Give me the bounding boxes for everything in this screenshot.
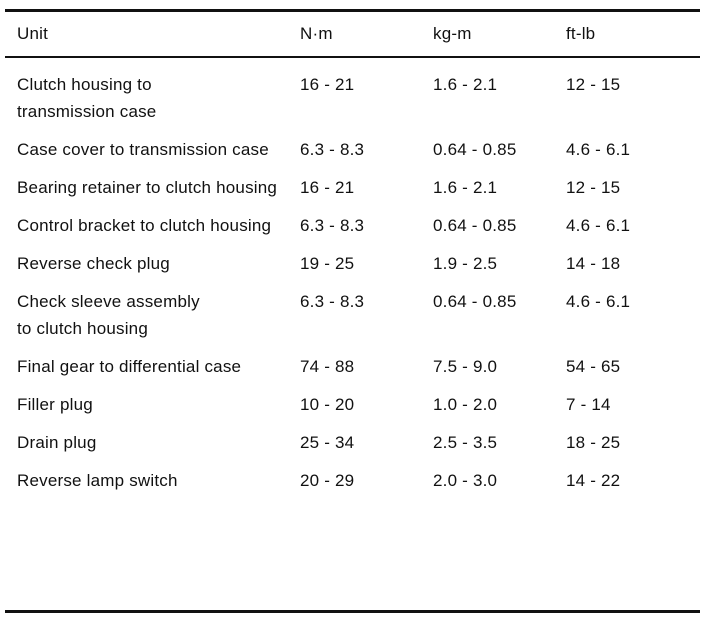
unit-label: Case cover to transmission case	[17, 140, 269, 159]
table-row: Drain plug 25 - 34 2.5 - 3.5 18 - 25	[5, 424, 700, 462]
cell-ftlb: 18 - 25	[566, 433, 621, 452]
table-row: Reverse lamp switch 20 - 29 2.0 - 3.0 14 - …	[5, 462, 700, 500]
cell-unit: Final gear to differential case	[5, 348, 300, 386]
table-row: Check sleeve assembly to clutch housing 6.…	[5, 283, 700, 348]
cell-unit: Clutch housing to transmission case	[5, 58, 300, 131]
header-kgm: kg-m	[433, 24, 472, 43]
table-row: Clutch housing to transmission case 16 - 2…	[5, 58, 700, 131]
cell-unit: Drain plug	[5, 424, 300, 462]
unit-label: Final gear to differential case	[17, 357, 242, 376]
cell-kgm: 0.64 - 0.85	[433, 140, 517, 159]
cell-unit: Control bracket to clutch housing	[5, 207, 300, 245]
cell-ftlb: 12 - 15	[566, 178, 621, 197]
table-row: Reverse check plug 19 - 25 1.9 - 2.5 14 - 1…	[5, 245, 700, 283]
unit-label: Drain plug	[17, 433, 97, 452]
table-row: Filler plug 10 - 20 1.0 - 2.0 7 - 14	[5, 386, 700, 424]
cell-ftlb: 4.6 - 6.1	[566, 216, 631, 235]
cell-ftlb: 12 - 15	[566, 75, 621, 94]
cell-unit: Reverse check plug	[5, 245, 300, 283]
cell-kgm: 1.9 - 2.5	[433, 254, 498, 273]
cell-kgm: 2.0 - 3.0	[433, 471, 498, 490]
unit-label: Check sleeve assembly to clutch housing	[17, 292, 200, 338]
header-nm: N·m	[300, 24, 333, 43]
header-ftlb: ft-lb	[566, 24, 596, 43]
header-row: Unit N·m kg-m ft-lb	[5, 12, 700, 58]
cell-unit: Filler plug	[5, 386, 300, 424]
top-rule	[5, 9, 700, 12]
table-row: Control bracket to clutch housing 6.3 - 8…	[5, 207, 700, 245]
cell-kgm: 0.64 - 0.85	[433, 216, 517, 235]
table-row: Final gear to differential case 74 - 88 7.…	[5, 348, 700, 386]
cell-kgm: 1.0 - 2.0	[433, 395, 498, 414]
torque-table: Unit N·m kg-m ft-lb Clutch housing to tra…	[5, 12, 700, 500]
cell-ftlb: 7 - 14	[566, 395, 611, 414]
cell-ftlb: 54 - 65	[566, 357, 621, 376]
cell-kgm: 2.5 - 3.5	[433, 433, 498, 452]
unit-label: Clutch housing to transmission case	[17, 75, 157, 121]
cell-nm: 25 - 34	[300, 433, 355, 452]
cell-nm: 6.3 - 8.3	[300, 140, 365, 159]
cell-kgm: 1.6 - 2.1	[433, 75, 498, 94]
cell-nm: 10 - 20	[300, 395, 355, 414]
unit-label: Reverse lamp switch	[17, 471, 178, 490]
cell-ftlb: 4.6 - 6.1	[566, 292, 631, 311]
table-row: Case cover to transmission case 6.3 - 8.3…	[5, 131, 700, 169]
cell-ftlb: 14 - 22	[566, 471, 621, 490]
cell-nm: 6.3 - 8.3	[300, 216, 365, 235]
cell-kgm: 1.6 - 2.1	[433, 178, 498, 197]
unit-label: Reverse check plug	[17, 254, 170, 273]
unit-label: Bearing retainer to clutch housing	[17, 178, 278, 197]
cell-ftlb: 14 - 18	[566, 254, 621, 273]
cell-ftlb: 4.6 - 6.1	[566, 140, 631, 159]
header-rule	[5, 56, 700, 58]
cell-nm: 16 - 21	[300, 178, 355, 197]
bottom-rule	[5, 610, 700, 613]
header-unit: Unit	[17, 24, 49, 43]
cell-unit: Check sleeve assembly to clutch housing	[5, 283, 300, 348]
cell-unit: Reverse lamp switch	[5, 462, 300, 500]
table-row: Bearing retainer to clutch housing 16 - 2…	[5, 169, 700, 207]
unit-label: Filler plug	[17, 395, 93, 414]
cell-nm: 20 - 29	[300, 471, 355, 490]
unit-label: Control bracket to clutch housing	[17, 216, 272, 235]
cell-unit: Case cover to transmission case	[5, 131, 300, 169]
cell-unit: Bearing retainer to clutch housing	[5, 169, 300, 207]
cell-kgm: 0.64 - 0.85	[433, 292, 517, 311]
cell-nm: 16 - 21	[300, 75, 355, 94]
cell-nm: 74 - 88	[300, 357, 355, 376]
cell-nm: 6.3 - 8.3	[300, 292, 365, 311]
cell-nm: 19 - 25	[300, 254, 355, 273]
cell-kgm: 7.5 - 9.0	[433, 357, 498, 376]
